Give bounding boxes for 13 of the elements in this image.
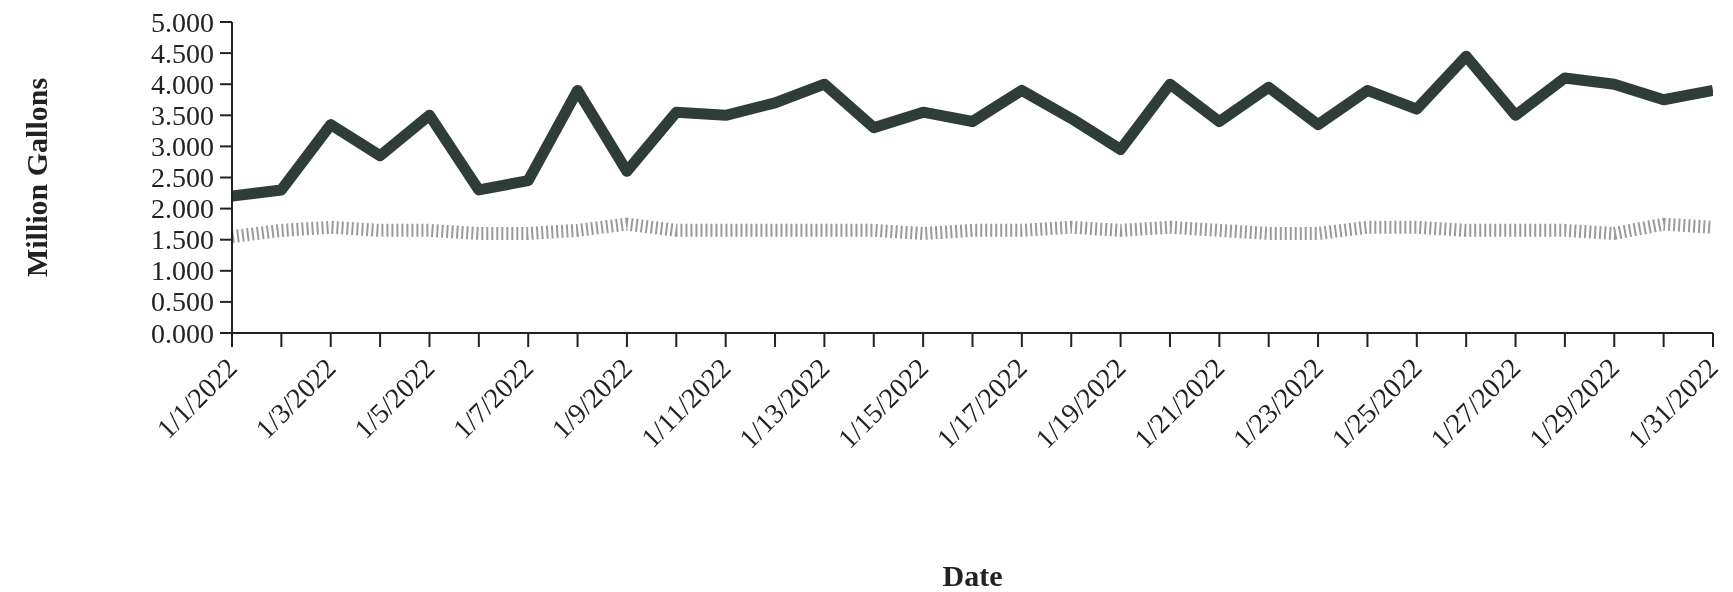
y-tick-label: 1.500: [151, 224, 214, 256]
y-axis-title: Million Gallons: [19, 77, 53, 278]
y-tick-label: 2.500: [151, 162, 214, 193]
x-axis-title: Date: [942, 559, 1003, 592]
y-tick-label: 0.500: [151, 286, 214, 318]
y-tick-label: 4.500: [151, 37, 214, 69]
y-tick-label: 3.500: [151, 99, 214, 131]
y-tick-label: 4.000: [151, 68, 214, 100]
y-tick-label: 2.000: [151, 193, 214, 225]
y-tick-label: 5.000: [151, 6, 214, 38]
y-tick-label: 3.000: [151, 130, 214, 162]
y-tick-label: 1.000: [151, 255, 214, 287]
y-tick-label: 0.000: [151, 317, 214, 349]
